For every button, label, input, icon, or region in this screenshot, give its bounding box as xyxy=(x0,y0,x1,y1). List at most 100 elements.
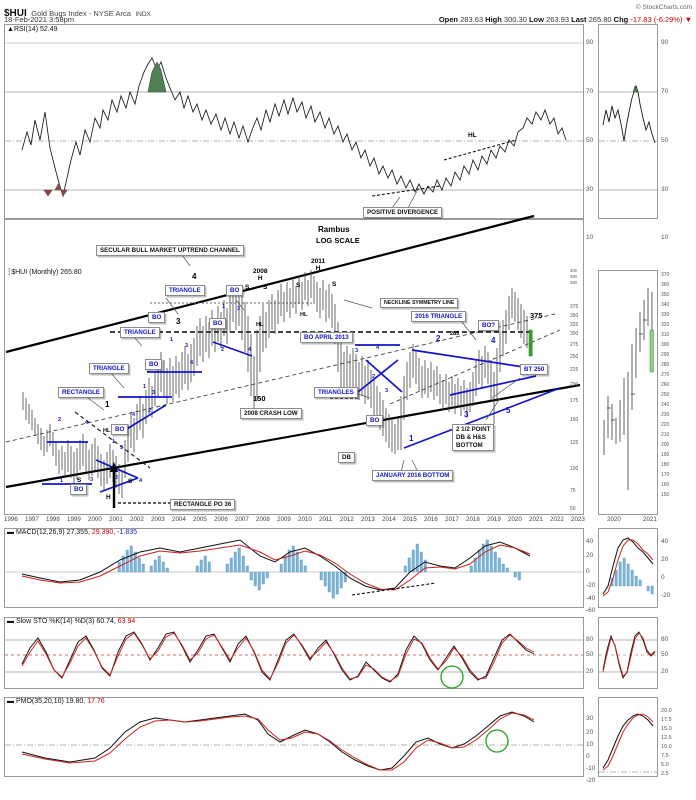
level-285-label: 285 xyxy=(450,331,460,337)
sidebar-macd-m20: -20 xyxy=(661,592,671,599)
sidebar-price-250: 250 xyxy=(661,392,670,398)
mini-1d: 1 xyxy=(60,478,64,484)
hl-label-2: HL xyxy=(256,322,264,328)
bo-note-1: BO xyxy=(226,285,244,296)
price-legend: ┆$HUI (Monthly) 265.80 xyxy=(7,268,82,276)
sidebar-price-200: 200 xyxy=(661,442,670,448)
sidebar-sto-50: 50 xyxy=(661,651,669,658)
sto-legend-text: Slow STO %K(14) %D(3) xyxy=(15,618,95,625)
tri-wave-1: 1 xyxy=(409,434,414,443)
sidebar-price-170: 170 xyxy=(661,472,670,478)
macd-tick-0: 0 xyxy=(586,568,590,575)
secular-channel-note: SECULAR BULL MARKET UPTREND CHANNEL xyxy=(96,245,244,256)
wave-label-3: 3 xyxy=(176,317,181,326)
macd-tick-m20: -20 xyxy=(586,582,596,589)
macd-tick-20: 20 xyxy=(586,552,594,559)
macd-panel xyxy=(4,528,584,608)
open-value: 283.63 xyxy=(460,15,484,24)
pmo-tick-10: 10 xyxy=(586,741,594,748)
tri-wave-4: 4 xyxy=(491,336,496,345)
year-2011: 2011 xyxy=(319,516,333,523)
sidebar-pmo-175: 17.5 xyxy=(661,717,672,723)
chg-label: Chg xyxy=(613,15,629,24)
sidebar-rsi-tick-50: 50 xyxy=(661,137,669,144)
year-2000: 2000 xyxy=(88,516,102,523)
price-tick-350: 350 xyxy=(570,313,579,319)
macd-tick-40: 40 xyxy=(586,538,594,545)
year-2020: 2020 xyxy=(508,516,522,523)
mini-2c: 2 xyxy=(148,408,152,414)
chevron-down-icon[interactable]: ▼ xyxy=(684,15,692,24)
quote-bar: Open 283.63 High 300.30 Low 263.93 Last … xyxy=(439,15,692,24)
sidebar-year-2020: 2020 xyxy=(607,516,621,523)
price-tick-300: 300 xyxy=(570,331,579,337)
tri-wave-5: 5 xyxy=(506,406,511,415)
sidebar-macd-20: 20 xyxy=(661,556,669,563)
mini-4a: 4 xyxy=(248,347,252,353)
mini-3c: 3 xyxy=(152,390,156,396)
sidebar-macd-0: 0 xyxy=(661,574,665,581)
chart-title-block: $HUI Gold Bugs Index - NYSE Arca INDX xyxy=(4,3,151,21)
sidebar-price-270: 270 xyxy=(661,372,670,378)
wave-label-4: 4 xyxy=(192,272,197,281)
pmo-legend-icon: ▬ xyxy=(7,698,14,705)
sidebar-price-350: 350 xyxy=(661,292,670,298)
price-legend-text: $HUI (Monthly) 265.80 xyxy=(11,269,82,276)
bo-april-2013-note: BO APRIL 2013 xyxy=(300,332,353,343)
pmo-tick-0: 0 xyxy=(586,753,590,760)
year-2007: 2007 xyxy=(235,516,249,523)
mini-1b: 1 xyxy=(170,337,174,343)
price-tick-100: 100 xyxy=(570,466,579,472)
index-name: Gold Bugs Index - NYSE Arca xyxy=(31,9,131,18)
sidebar-pmo-panel xyxy=(598,697,658,777)
macd-legend: ▬ MACD(12,26,9) 27.355, 29.390, -1.835 xyxy=(7,529,138,536)
quote-datetime: 18-Feb-2021 3:58pm xyxy=(4,15,75,24)
positive-divergence-note: POSITIVE DIVERGENCE xyxy=(363,207,443,218)
price-tick-50: 50 xyxy=(570,506,576,512)
price-tick-250: 250 xyxy=(570,354,579,360)
tri-wave-2: 2 xyxy=(436,334,441,343)
sidebar-pmo-25: 2.5 xyxy=(661,771,669,777)
sidebar-rsi-tick-30: 30 xyxy=(661,186,669,193)
sidebar-pmo-20: 20.0 xyxy=(661,708,672,714)
db-note: DB xyxy=(338,452,355,463)
mini-3a: 3 xyxy=(237,306,241,312)
exchange-label: INDX xyxy=(135,11,151,18)
level-150-label: 150 xyxy=(253,394,266,403)
low-label: Low xyxy=(528,15,544,24)
shoulder-label-6: S xyxy=(128,478,133,485)
sidebar-rsi-tick-10: 10 xyxy=(661,234,669,241)
crash-low-2008-note: 2008 CRASH LOW xyxy=(240,408,302,419)
mini-3f: 3 xyxy=(355,348,359,354)
mini-3g: 3 xyxy=(385,388,389,394)
sidebar-price-210: 210 xyxy=(661,432,670,438)
shoulder-label-3: S xyxy=(245,284,250,291)
pmo-legend-text: PMO(35,20,10) xyxy=(15,698,64,705)
rsi-tick-30: 30 xyxy=(586,186,594,193)
last-label: Last xyxy=(571,15,587,24)
sidebar-pmo-10: 10.0 xyxy=(661,744,672,750)
mini-3b: 3 xyxy=(185,343,189,349)
sidebar-price-220: 220 xyxy=(661,422,670,428)
triangle-note-1: TRIANGLE xyxy=(165,285,205,296)
macd-value-2: 29.390 xyxy=(91,529,114,536)
macd-legend-text: MACD(12,26,9) xyxy=(15,529,65,536)
year-2014: 2014 xyxy=(382,516,396,523)
year-2003: 2003 xyxy=(151,516,165,523)
sidebar-macd-panel xyxy=(598,528,658,608)
year-2015: 2015 xyxy=(403,516,417,523)
mini-4c: 4 xyxy=(132,412,136,418)
level-375-label: 375 xyxy=(530,311,543,320)
price-tick-375: 375 xyxy=(570,304,579,310)
macd-tick-m60: -60 xyxy=(586,607,596,614)
rsi-hl-label: HL xyxy=(468,132,477,139)
year-2012: 2012 xyxy=(340,516,354,523)
triangle-note-2: TRIANGLE xyxy=(120,327,160,338)
mini-2d: 2 xyxy=(58,417,62,423)
sidebar-rsi-tick-90: 90 xyxy=(661,39,669,46)
bo-note-3: BO xyxy=(209,318,227,329)
year-2017: 2017 xyxy=(445,516,459,523)
macd-tick-m40: -40 xyxy=(586,595,596,602)
mini-1e: 1 xyxy=(112,439,116,445)
